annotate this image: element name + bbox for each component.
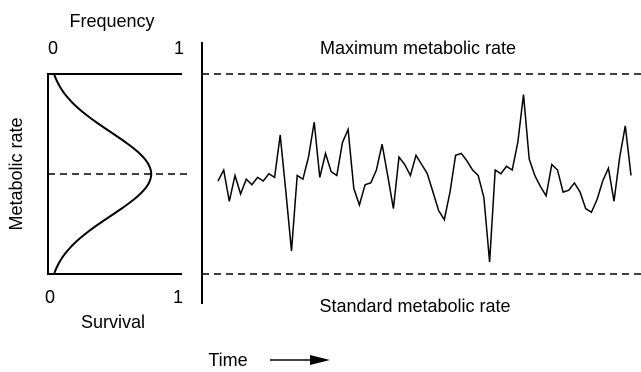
metabolic-rate-axis-label: Metabolic rate — [6, 117, 26, 230]
frequency-axis-label: Frequency — [69, 11, 154, 31]
frequency-distribution-curve — [53, 73, 153, 275]
frequency-tick-1: 1 — [174, 38, 184, 58]
survival-axis-label: Survival — [81, 312, 145, 332]
frequency-tick-0: 0 — [48, 38, 58, 58]
metabolic-rate-trace — [217, 94, 632, 263]
survival-tick-1: 1 — [173, 287, 183, 307]
standard-metabolic-rate-label: Standard metabolic rate — [319, 296, 510, 316]
right-arrow-icon — [270, 355, 330, 365]
maximum-metabolic-rate-label: Maximum metabolic rate — [320, 38, 516, 58]
time-axis-label: Time — [208, 350, 247, 370]
survival-tick-0: 0 — [45, 287, 55, 307]
